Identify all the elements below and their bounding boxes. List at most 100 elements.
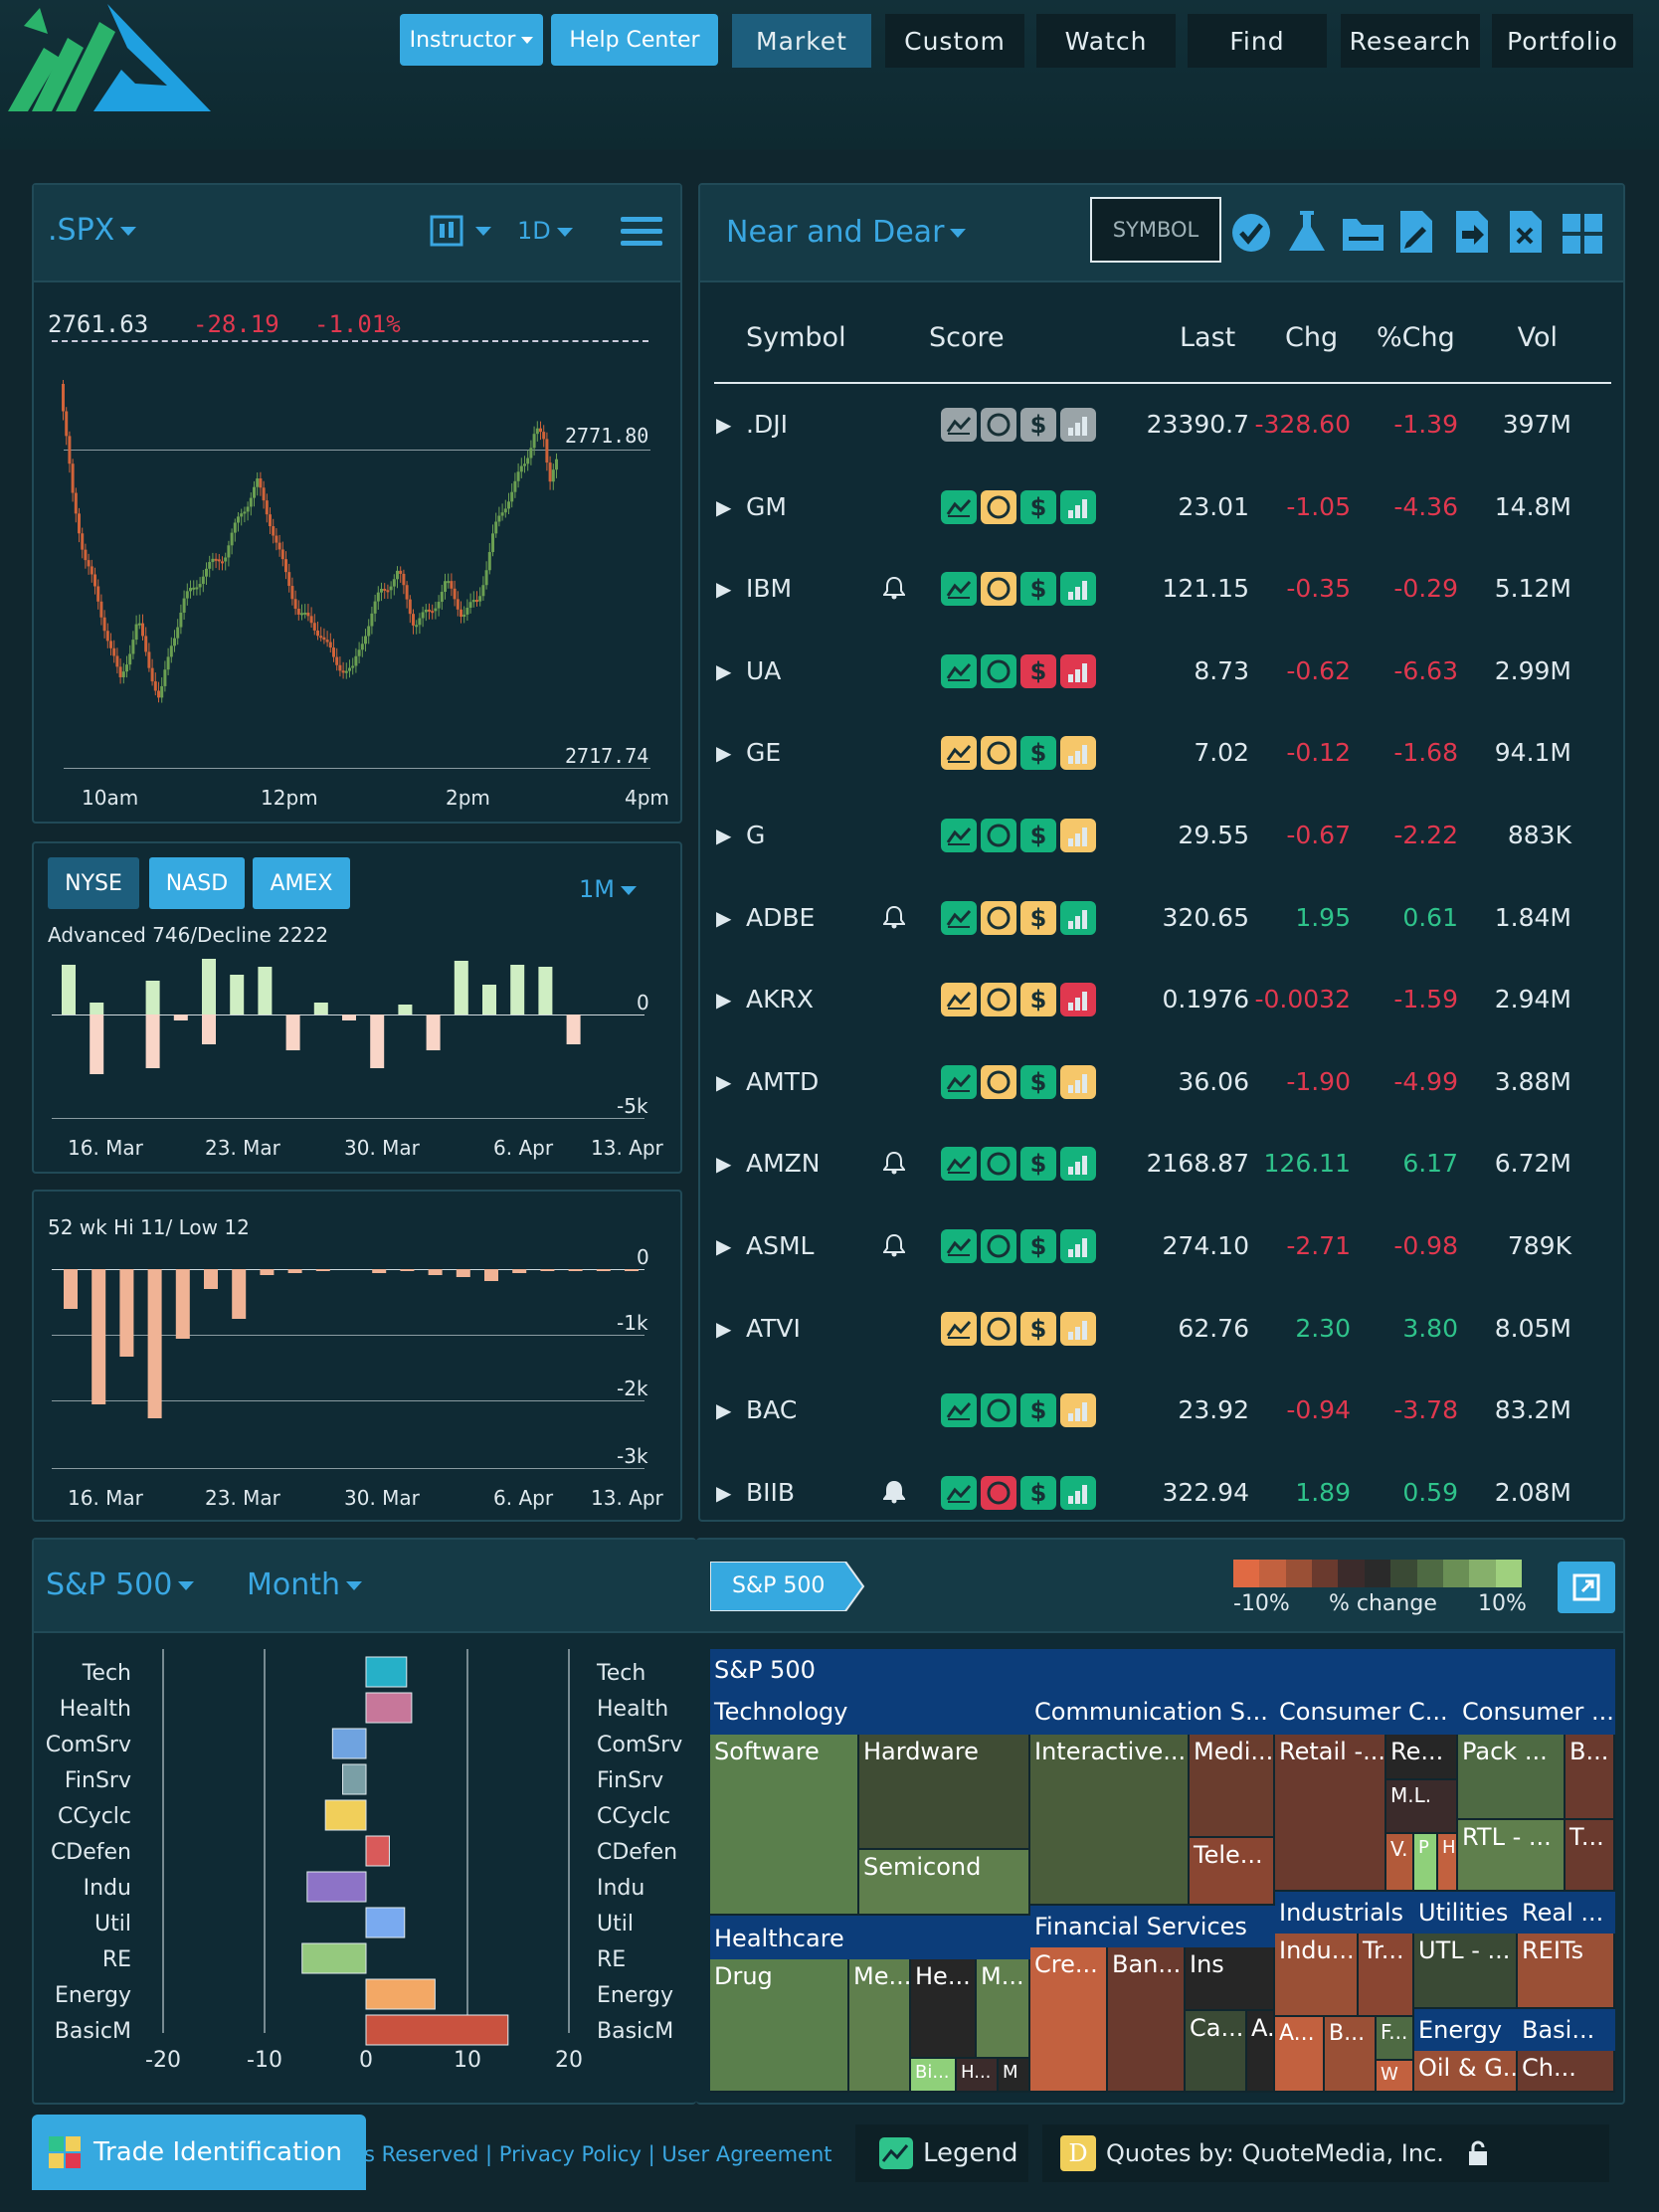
value-score-icon[interactable]: $ xyxy=(1020,1311,1056,1346)
group-energy[interactable]: Energy xyxy=(1414,2009,1518,2051)
tile-banks[interactable]: Ban... xyxy=(1108,1947,1186,2093)
tile-oil-gas[interactable]: Oil & G... xyxy=(1414,2051,1518,2093)
symbol-input-button[interactable]: SYMBOL xyxy=(1090,197,1221,263)
export-file-icon[interactable] xyxy=(1452,209,1492,255)
edit-file-icon[interactable] xyxy=(1396,209,1436,255)
sector-bar[interactable] xyxy=(365,2014,509,2046)
expand-row-icon[interactable]: ▶ xyxy=(716,1234,732,1258)
tile-drug[interactable]: Drug xyxy=(710,1959,849,2093)
period-dropdown[interactable]: Month xyxy=(247,1567,363,1602)
tile-waste[interactable]: W xyxy=(1377,2061,1414,2093)
table-row[interactable]: ▶ UA $8.73 -0.62 -6.63 2.99M xyxy=(700,631,1615,712)
expand-row-icon[interactable]: ▶ xyxy=(716,741,732,766)
momentum-score-icon[interactable] xyxy=(981,489,1016,524)
alert-bell-icon[interactable] xyxy=(883,576,905,600)
tile-beverages[interactable]: B... xyxy=(1566,1735,1615,1820)
help-center-button[interactable]: Help Center xyxy=(551,14,718,66)
group-communication[interactable]: Communication S... xyxy=(1030,1691,1275,1733)
volume-score-icon[interactable] xyxy=(1060,983,1096,1017)
trend-score-icon[interactable] xyxy=(941,900,977,935)
value-score-icon[interactable]: $ xyxy=(1020,1393,1056,1428)
table-row[interactable]: ▶ BIIB $322.94 1.89 0.59 2.08M xyxy=(700,1452,1615,1520)
sector-bar[interactable] xyxy=(365,1835,390,1867)
tile-medical[interactable]: Me... xyxy=(849,1959,911,2093)
tile-cc-v[interactable]: V. xyxy=(1386,1834,1414,1892)
expand-row-icon[interactable]: ▶ xyxy=(716,1152,732,1177)
value-score-icon[interactable]: $ xyxy=(1020,983,1056,1017)
value-score-icon[interactable]: $ xyxy=(1020,572,1056,607)
value-score-icon[interactable]: $ xyxy=(1020,408,1056,442)
sector-bar[interactable] xyxy=(365,1692,413,1724)
volume-score-icon[interactable] xyxy=(1060,1229,1096,1263)
logo[interactable] xyxy=(4,0,213,117)
group-utilities[interactable]: Utilities xyxy=(1414,1892,1518,1934)
momentum-score-icon[interactable] xyxy=(981,1393,1016,1428)
nav-watch[interactable]: Watch xyxy=(1036,14,1176,68)
volume-score-icon[interactable] xyxy=(1060,408,1096,442)
nav-find[interactable]: Find xyxy=(1188,14,1327,68)
nav-market[interactable]: Market xyxy=(732,14,871,68)
tile-insurance[interactable]: Ins xyxy=(1186,1947,1275,2011)
tile-interactive[interactable]: Interactive... xyxy=(1030,1735,1190,1906)
value-score-icon[interactable]: $ xyxy=(1020,1229,1056,1263)
table-row[interactable]: ▶ BAC $23.92 -0.94 -3.78 83.2M xyxy=(700,1370,1615,1451)
group-healthcare[interactable]: Healthcare xyxy=(710,1918,1030,1959)
value-score-icon[interactable]: $ xyxy=(1020,736,1056,771)
column-pct-chg[interactable]: %Chg xyxy=(1377,322,1455,353)
group-basic-materials[interactable]: Basi... xyxy=(1518,2009,1615,2051)
delete-file-icon[interactable] xyxy=(1506,209,1546,255)
tile-utilities[interactable]: UTL - ... xyxy=(1414,1934,1518,2009)
trend-score-icon[interactable] xyxy=(941,819,977,852)
alert-bell-icon[interactable] xyxy=(883,1233,905,1257)
alert-bell-icon[interactable] xyxy=(883,1480,905,1504)
table-row[interactable]: ▶ G $29.55 -0.67 -2.22 883K xyxy=(700,795,1615,876)
tile-med-devices[interactable]: M... xyxy=(977,1959,1030,2059)
nav-custom[interactable]: Custom xyxy=(885,14,1024,68)
sector-bar[interactable] xyxy=(306,1871,367,1903)
tile-capital-markets[interactable]: Ca... xyxy=(1186,2011,1247,2093)
instructor-button[interactable]: Instructor xyxy=(400,14,543,66)
expand-row-icon[interactable]: ▶ xyxy=(716,1480,732,1505)
trend-score-icon[interactable] xyxy=(941,1311,977,1346)
group-real-estate[interactable]: Real ... xyxy=(1518,1892,1615,1934)
tile-biotech[interactable]: Bi... xyxy=(911,2059,957,2093)
tile-aerospace[interactable]: A... xyxy=(1275,2017,1325,2093)
table-row[interactable]: ▶ GM $23.01 -1.05 -4.36 14.8M xyxy=(700,466,1615,548)
table-row[interactable]: ▶ IBM $121.15 -0.35 -0.29 5.12M xyxy=(700,548,1615,630)
tile-semicond[interactable]: Semicond xyxy=(859,1850,1030,1916)
tile-restaurants[interactable]: Re... xyxy=(1386,1735,1458,1780)
column-score[interactable]: Score xyxy=(929,322,1005,353)
value-score-icon[interactable]: $ xyxy=(1020,900,1056,935)
volume-score-icon[interactable] xyxy=(1060,1475,1096,1510)
trend-score-icon[interactable] xyxy=(941,983,977,1017)
value-score-icon[interactable]: $ xyxy=(1020,1064,1056,1099)
nav-portfolio[interactable]: Portfolio xyxy=(1492,14,1633,68)
sector-bar[interactable] xyxy=(365,1978,436,2010)
group-consumer-defensive[interactable]: Consumer ... xyxy=(1458,1691,1615,1733)
volume-score-icon[interactable] xyxy=(1060,653,1096,688)
expand-row-icon[interactable]: ▶ xyxy=(716,413,732,437)
sector-bar[interactable] xyxy=(331,1728,367,1759)
value-score-icon[interactable]: $ xyxy=(1020,819,1056,852)
group-industrials[interactable]: Industrials xyxy=(1275,1892,1414,1934)
volume-score-icon[interactable] xyxy=(1060,572,1096,607)
group-financial[interactable]: Financial Services xyxy=(1030,1906,1275,1947)
sector-bar[interactable] xyxy=(324,1799,367,1831)
tile-credit[interactable]: Cre... xyxy=(1030,1947,1108,2093)
table-row[interactable]: ▶ AKRX $0.1976 -0.0032 -1.59 2.94M xyxy=(700,959,1615,1040)
tile-telecom[interactable]: Tele... xyxy=(1190,1838,1275,1906)
momentum-score-icon[interactable] xyxy=(981,1475,1016,1510)
spx-symbol-dropdown[interactable]: .SPX xyxy=(48,213,137,248)
table-row[interactable]: ▶ ADBE $320.65 1.95 0.61 1.84M xyxy=(700,877,1615,959)
value-score-icon[interactable]: $ xyxy=(1020,653,1056,688)
tile-retail[interactable]: Retail -... xyxy=(1275,1735,1386,1892)
tile-industrial-products[interactable]: Indu... xyxy=(1275,1934,1359,2017)
trend-score-icon[interactable] xyxy=(941,736,977,771)
expand-row-icon[interactable]: ▶ xyxy=(716,988,732,1013)
momentum-score-icon[interactable] xyxy=(981,819,1016,852)
table-row[interactable]: ▶ AMZN $2168.87 126.11 6.17 6.72M xyxy=(700,1123,1615,1204)
column-last[interactable]: Last xyxy=(1180,322,1236,353)
trend-score-icon[interactable] xyxy=(941,489,977,524)
alert-bell-icon[interactable] xyxy=(883,905,905,929)
tile-business-services[interactable]: B... xyxy=(1325,2017,1377,2093)
